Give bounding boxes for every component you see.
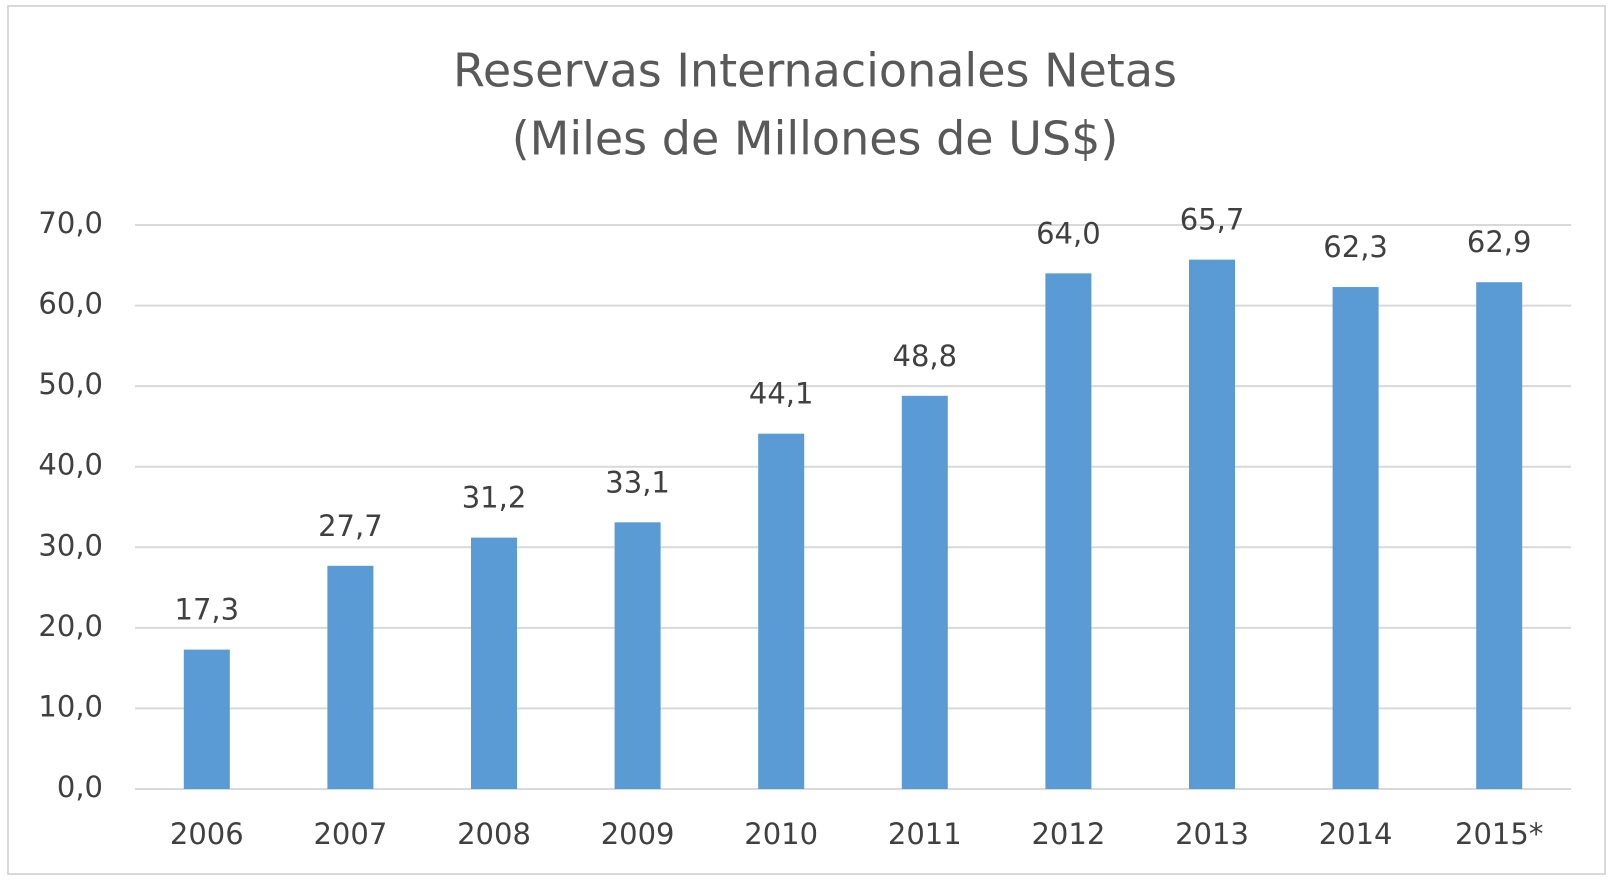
x-tick-label: 2009	[601, 817, 675, 851]
y-tick-label: 70,0	[38, 206, 103, 240]
y-tick-label: 10,0	[38, 689, 103, 723]
bar	[183, 649, 230, 789]
data-label: 44,1	[749, 377, 814, 411]
bar	[1332, 287, 1379, 789]
data-label: 64,0	[1036, 216, 1101, 250]
x-tick-label: 2013	[1175, 817, 1249, 851]
data-label: 62,9	[1467, 225, 1532, 259]
y-tick-label: 20,0	[38, 609, 103, 643]
bar	[614, 522, 661, 789]
data-label: 31,2	[462, 481, 527, 515]
data-label: 48,8	[893, 339, 958, 373]
x-tick-label: 2008	[457, 817, 531, 851]
x-tick-label: 2011	[888, 817, 962, 851]
data-label: 27,7	[318, 509, 383, 543]
x-tick-label: 2007	[313, 817, 387, 851]
bar	[758, 433, 805, 789]
y-tick-label: 0,0	[57, 770, 103, 804]
y-tick-label: 60,0	[38, 287, 103, 321]
data-label: 33,1	[605, 465, 670, 499]
bar	[901, 395, 948, 789]
bar	[327, 565, 374, 789]
x-tick-label: 2010	[744, 817, 818, 851]
y-tick-label: 50,0	[38, 367, 103, 401]
bar	[471, 537, 517, 789]
data-label: 62,3	[1323, 230, 1388, 264]
y-tick-label: 40,0	[38, 448, 103, 482]
x-tick-label: 2014	[1319, 817, 1393, 851]
bar	[1476, 282, 1523, 789]
y-tick-label: 30,0	[38, 528, 103, 562]
x-tick-label: 2006	[170, 817, 244, 851]
chart-subtitle: (Miles de Millones de US$)	[512, 112, 1119, 166]
data-label: 65,7	[1180, 203, 1245, 237]
x-tick-label: 2015*	[1455, 817, 1543, 851]
x-tick-label: 2012	[1031, 817, 1105, 851]
chart-title: Reservas Internacionales Netas	[453, 44, 1177, 98]
bar	[1189, 259, 1235, 789]
data-label: 17,3	[175, 593, 240, 627]
bar	[1045, 273, 1092, 789]
